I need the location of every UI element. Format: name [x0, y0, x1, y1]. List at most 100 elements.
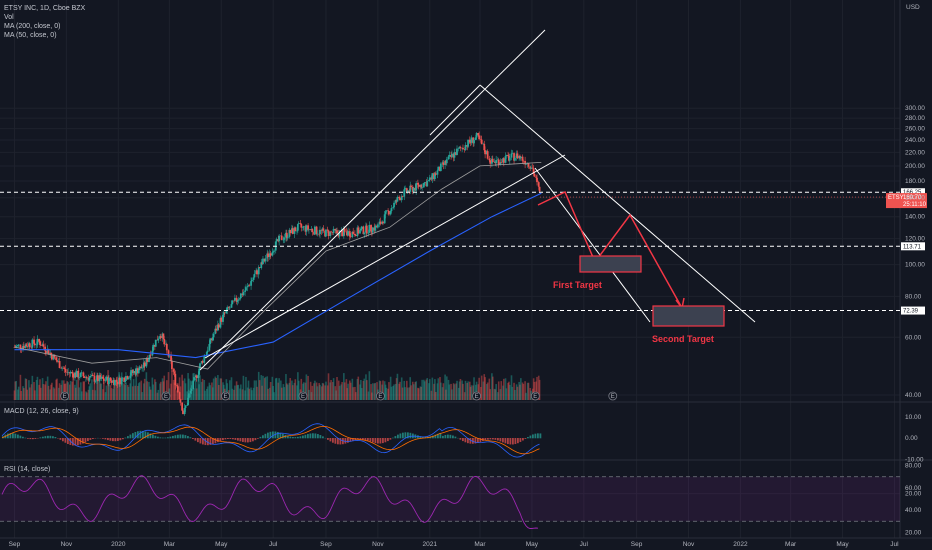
macd-histogram-bar — [219, 438, 222, 442]
macd-title[interactable]: MACD (12, 26, close, 9) — [4, 408, 79, 415]
current-price-value: 160.70 — [903, 195, 922, 201]
candle-body — [338, 230, 341, 237]
candle-body — [285, 232, 288, 239]
candle-body — [38, 338, 41, 342]
macd-histogram-bar — [224, 438, 227, 440]
candle-body — [192, 380, 195, 389]
volume-bar — [294, 379, 297, 400]
time-tick-label: 2022 — [733, 541, 748, 548]
macd-histogram-bar — [274, 431, 277, 439]
candle-body — [186, 404, 189, 406]
symbol-title[interactable]: ETSY INC, 1D, Cboe BZX — [4, 5, 86, 12]
candle-body — [349, 236, 352, 238]
volume-bar — [17, 386, 20, 400]
ma200-legend[interactable]: MA (200, close, 0) — [4, 23, 61, 30]
candle-body — [119, 377, 121, 385]
candle-body — [532, 168, 535, 174]
macd-histogram-bar — [279, 432, 282, 439]
candle-body — [486, 151, 489, 159]
candle-body — [109, 377, 112, 381]
volume-bar — [390, 386, 393, 400]
price-axis[interactable]: 300.00 280.00 260.00 240.00 220.00 200.00 180.… — [905, 105, 925, 536]
volume-bar — [371, 392, 373, 400]
volume-bar — [436, 383, 439, 400]
volume-bar — [316, 386, 319, 400]
candle-body — [417, 184, 420, 187]
volume-bar — [151, 377, 154, 400]
volume-bar — [194, 378, 197, 400]
macd-histogram-bar — [29, 438, 32, 440]
macd-histogram-bar — [447, 434, 449, 439]
macd-histogram-bar — [329, 438, 332, 442]
candle-body — [428, 177, 431, 181]
volume-bar — [272, 385, 274, 400]
macd-histogram-bar — [162, 437, 164, 439]
volume-bar — [288, 382, 291, 400]
volume-bar — [307, 375, 309, 400]
volume-bar — [356, 379, 359, 400]
volume-bar — [154, 379, 156, 400]
candle-body — [351, 231, 354, 237]
candle-body — [17, 344, 20, 346]
macd-histogram-bar — [434, 434, 437, 439]
trendline — [204, 154, 566, 359]
volume-bar — [315, 382, 318, 400]
candle-body — [50, 352, 52, 355]
candle-body — [376, 224, 379, 228]
volume-bar — [291, 385, 294, 400]
volume-bar — [123, 383, 126, 400]
candle-body — [58, 361, 61, 368]
volume-bar — [264, 376, 267, 400]
macd-histogram-bar — [259, 436, 262, 439]
macd-histogram-bar — [352, 438, 354, 441]
volume-legend[interactable]: Vol — [4, 14, 14, 21]
macd-histogram-bar — [152, 434, 154, 439]
volume-bar — [466, 383, 469, 400]
volume-bar — [120, 372, 123, 400]
trendline — [199, 29, 546, 371]
candle-body — [248, 285, 251, 286]
candle-body — [516, 153, 519, 159]
volume-bar — [524, 381, 526, 400]
candle-body — [182, 410, 184, 415]
candle-body — [72, 373, 75, 378]
candle-body — [215, 328, 218, 331]
macd-histogram-bar — [364, 438, 367, 441]
macd-histogram-bar — [102, 438, 104, 439]
candle-body — [453, 152, 456, 158]
volume-bar — [121, 383, 124, 400]
ma200-line — [14, 192, 542, 359]
candle-body — [447, 156, 450, 160]
candle-body — [326, 229, 329, 231]
volume-bar — [244, 390, 246, 400]
candle-body — [316, 233, 319, 235]
ma50-legend[interactable]: MA (50, close, 0) — [4, 32, 57, 39]
volume-bar — [408, 387, 411, 400]
volume-bar — [256, 386, 258, 400]
volume-bar — [515, 384, 518, 400]
volume-bar — [269, 382, 272, 400]
macd-histogram-bar — [407, 432, 409, 439]
candle-body — [507, 154, 509, 157]
volume-bar — [108, 384, 110, 400]
candle-body — [531, 167, 534, 169]
volume-bar — [347, 383, 349, 400]
macd-histogram-bar — [27, 438, 29, 439]
volume-bar — [520, 378, 522, 400]
macd-histogram-bar — [22, 436, 24, 439]
volume-bar — [384, 384, 387, 400]
macd-line — [1, 423, 540, 458]
candle-body — [105, 376, 108, 381]
candle-body — [130, 370, 132, 376]
time-axis[interactable]: Sep Nov 2020 Mar May Jul Sep Nov 2021 Mar May Jul Se… — [9, 541, 899, 548]
candle-body — [171, 360, 173, 370]
volume-bar — [462, 383, 464, 400]
time-tick-label: Mar — [785, 541, 797, 548]
candle-body — [262, 258, 264, 264]
candle-body — [20, 348, 23, 350]
volume-bar — [145, 372, 148, 400]
macd-histogram-bar — [289, 436, 292, 439]
rsi-title[interactable]: RSI (14, close) — [4, 466, 51, 473]
candle-body — [33, 339, 35, 344]
